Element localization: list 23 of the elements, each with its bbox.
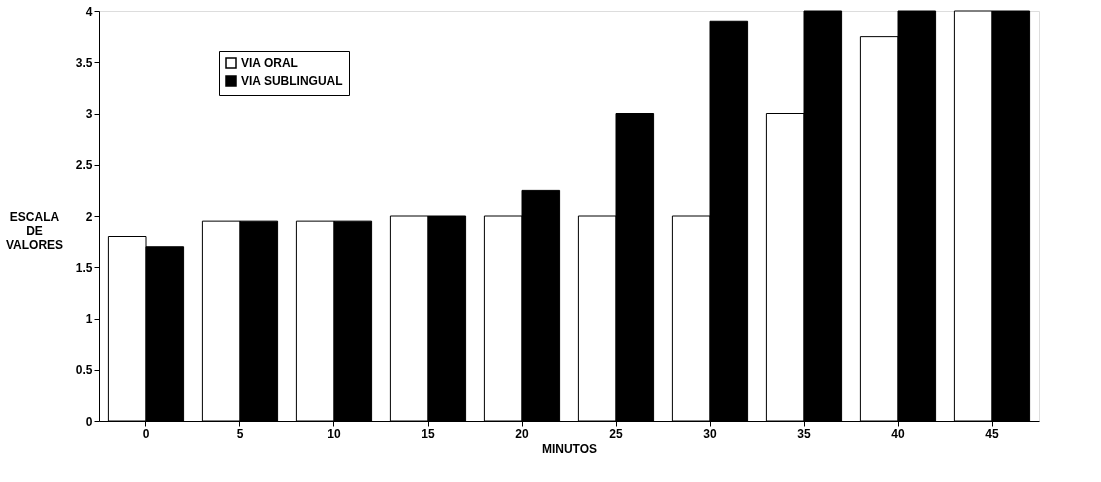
x-tick-label: 10 xyxy=(327,426,341,441)
y-tick-label: 2.5 xyxy=(75,158,93,173)
x-tick-label: 0 xyxy=(142,426,150,441)
legend-label: VIA SUBLINGUAL xyxy=(241,74,343,88)
x-tick-label: 45 xyxy=(985,426,999,441)
x-tick-label: 5 xyxy=(236,426,244,441)
y-tick-label: 0 xyxy=(85,414,93,429)
y-tick-label: 1 xyxy=(85,312,93,326)
x-axis-title: MINUTOS xyxy=(541,441,598,456)
y-tick-label: 3.5 xyxy=(75,55,93,70)
y-axis-title: ESCALA DE VALORES xyxy=(5,209,64,252)
x-tick-label: 15 xyxy=(421,426,435,441)
y-tick-label: 3 xyxy=(85,107,93,121)
x-tick-label: 25 xyxy=(609,426,623,441)
y-tick-label: 1.5 xyxy=(75,260,93,275)
x-tick-label: 40 xyxy=(891,426,905,441)
legend-label: VIA ORAL xyxy=(241,56,298,70)
x-tick-label: 20 xyxy=(515,426,529,441)
y-tick-label: 2 xyxy=(85,209,93,224)
y-tick-label: 4 xyxy=(85,4,93,19)
y-tick-label: 0.5 xyxy=(75,363,93,378)
x-tick-label: 30 xyxy=(703,426,717,441)
x-tick-label: 35 xyxy=(797,426,811,441)
